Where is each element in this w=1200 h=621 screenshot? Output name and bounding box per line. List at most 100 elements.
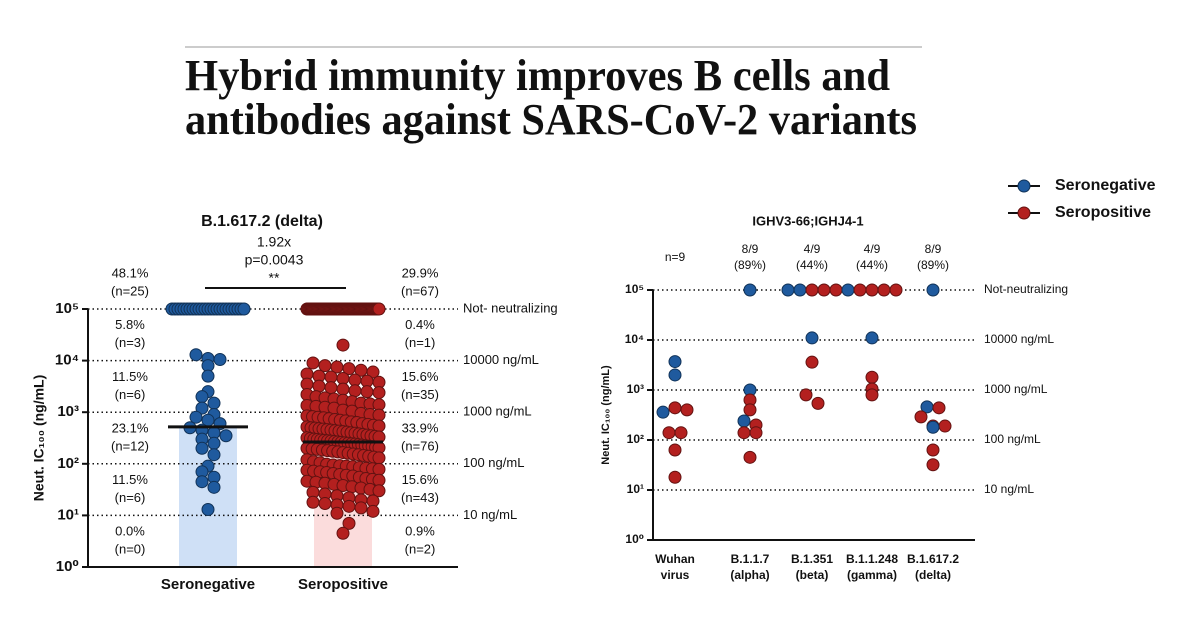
- band-label: 11.5%: [112, 369, 148, 384]
- data-point: [668, 368, 682, 382]
- data-point: [348, 373, 362, 387]
- x-tick-label: virus: [661, 568, 690, 582]
- band-label: 15.6%: [402, 472, 439, 487]
- band-label: (n=3): [115, 335, 146, 350]
- data-point: [668, 470, 682, 484]
- x-tick-label: B.1.1.7: [731, 552, 770, 566]
- data-point: [207, 448, 221, 462]
- x-tick-label: Seropositive: [298, 576, 388, 593]
- data-point: [737, 414, 751, 428]
- band-label: (n=12): [111, 438, 149, 453]
- y-tick-label: 10⁰: [56, 558, 79, 575]
- legend-label: Seropositive: [1055, 204, 1151, 221]
- data-point: [201, 503, 215, 517]
- data-point: [743, 450, 757, 464]
- data-point: [662, 426, 676, 440]
- headline: antibodies against SARS-CoV-2 variants: [185, 95, 917, 144]
- x-tick-label: (delta): [915, 568, 951, 582]
- data-point: [207, 396, 221, 410]
- reference-label: 10000 ng/mL: [463, 352, 539, 367]
- reference-label: 1000 ng/mL: [984, 382, 1048, 396]
- data-point: [342, 499, 356, 513]
- x-tick-label: B.1.351: [791, 552, 833, 566]
- y-tick-label: 10⁵: [625, 282, 644, 296]
- data-point: [318, 359, 332, 373]
- data-point: [926, 458, 940, 472]
- reference-label: Not-neutralizing: [984, 282, 1068, 296]
- band-label: 0.9%: [405, 524, 435, 539]
- legend-marker: [1017, 206, 1031, 220]
- data-point: [889, 283, 903, 297]
- band-label: 15.6%: [402, 369, 439, 384]
- data-point: [342, 516, 356, 530]
- chart-title: IGHV3-66;IGHJ4-1: [752, 213, 863, 228]
- band-label: 29.9%: [402, 266, 439, 281]
- y-tick-label: 10⁴: [55, 352, 79, 369]
- data-point: [680, 403, 694, 417]
- top-label: n=9: [665, 250, 686, 264]
- band-label: (n=67): [401, 284, 439, 299]
- band-label: (n=0): [115, 542, 146, 557]
- x-tick-label: B.1.1.248: [846, 552, 898, 566]
- data-point: [195, 390, 209, 404]
- band-label: 5.8%: [115, 317, 145, 332]
- data-point: [749, 426, 763, 440]
- y-tick-label: 10³: [57, 403, 79, 420]
- annotation: 1.92x: [257, 234, 291, 250]
- data-point: [195, 401, 209, 415]
- band-label: 0.4%: [405, 317, 435, 332]
- top-label: (89%): [917, 258, 949, 272]
- reference-label: 100 ng/mL: [463, 455, 524, 470]
- band-label: 33.9%: [402, 420, 439, 435]
- x-tick-label: B.1.617.2: [907, 552, 959, 566]
- data-point: [348, 384, 362, 398]
- data-point: [674, 426, 688, 440]
- y-tick-label: 10¹: [57, 506, 79, 523]
- x-tick-label: (alpha): [730, 568, 769, 582]
- data-point: [372, 302, 386, 316]
- data-point: [938, 419, 952, 433]
- band-label: (n=6): [115, 387, 146, 402]
- top-label: 8/9: [742, 242, 759, 256]
- top-label: (89%): [734, 258, 766, 272]
- data-point: [360, 385, 374, 399]
- data-point: [799, 388, 813, 402]
- band-label: 48.1%: [112, 266, 149, 281]
- band-label: 0.0%: [115, 524, 145, 539]
- y-tick-label: 10¹: [627, 482, 644, 496]
- x-tick-label: (beta): [796, 568, 829, 582]
- data-point: [213, 353, 227, 367]
- y-tick-label: 10²: [57, 455, 79, 472]
- data-point: [336, 382, 350, 396]
- data-point: [805, 355, 819, 369]
- annotation: p=0.0043: [245, 252, 304, 268]
- y-axis-label: Neut. IC₁₀₀ (ng/mL): [31, 375, 47, 502]
- reference-label: 10 ng/mL: [463, 507, 517, 522]
- headline: Hybrid immunity improves B cells and: [185, 51, 890, 100]
- data-point: [372, 484, 386, 498]
- data-point: [793, 283, 807, 297]
- reference-label: 100 ng/mL: [984, 432, 1041, 446]
- band-label: (n=35): [401, 387, 439, 402]
- data-point: [207, 436, 221, 450]
- data-point: [189, 410, 203, 424]
- reference-label: Not- neutralizing: [463, 300, 558, 315]
- reference-label: 1000 ng/mL: [463, 404, 532, 419]
- legend-marker: [1017, 179, 1031, 193]
- data-point: [237, 302, 251, 316]
- data-point: [805, 283, 819, 297]
- x-tick-label: Wuhan: [655, 552, 695, 566]
- data-point: [926, 443, 940, 457]
- band-label: (n=1): [405, 335, 436, 350]
- data-point: [336, 338, 350, 352]
- y-tick-label: 10³: [627, 382, 644, 396]
- data-point: [372, 451, 386, 465]
- data-point: [668, 443, 682, 457]
- data-point: [932, 401, 946, 415]
- chart-title: B.1.617.2 (delta): [201, 213, 323, 230]
- data-point: [737, 426, 751, 440]
- band-label: (n=25): [111, 284, 149, 299]
- data-point: [354, 501, 368, 515]
- band-label: 11.5%: [112, 472, 148, 487]
- data-point: [743, 283, 757, 297]
